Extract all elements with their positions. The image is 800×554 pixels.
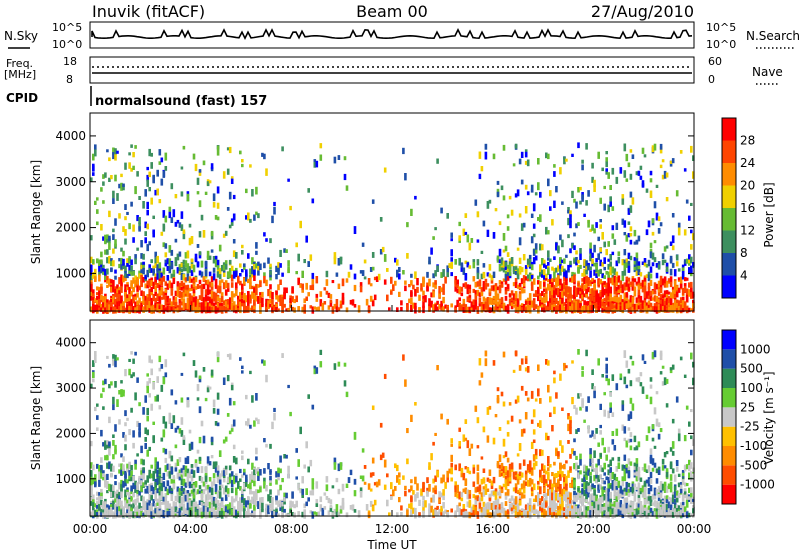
power-colorbar-tick-4: 20 xyxy=(740,179,755,193)
power-colorbar-tick-5: 24 xyxy=(740,156,755,170)
velocity-colorbar-tick-0: 1000 xyxy=(740,342,771,356)
power-colorbar: 4 8 12 16 20 24 28 xyxy=(721,117,755,299)
velocity-colorbar-tick-6: -500 xyxy=(740,458,767,472)
velocity-y-tick-label-2: 3000 xyxy=(55,381,86,395)
beam-title: Beam 00 xyxy=(356,2,428,21)
velocity-colorbar-frame xyxy=(721,329,737,505)
velocity-colorbar-segment-5 xyxy=(722,388,736,408)
velocity-colorbar-tick-2: 100 xyxy=(740,381,763,395)
x-tick-label-2: 08:00 xyxy=(274,522,309,536)
nsky-line xyxy=(91,27,693,41)
x-tick-label-1: 04:00 xyxy=(173,522,208,536)
power-ylabel: Slant Range [km] xyxy=(29,160,43,264)
power-colorbar-segment-1 xyxy=(722,253,736,276)
velocity-y-tick-label-0: 1000 xyxy=(55,472,86,486)
x-tick-label-3: 12:00 xyxy=(375,522,410,536)
x-tick-label-4: 16:00 xyxy=(475,522,510,536)
power-colorbar-tick-1: 8 xyxy=(740,246,748,260)
freq-label: Freq. xyxy=(6,57,33,70)
power-colorbar-frame xyxy=(721,117,737,299)
velocity-colorbar-segment-8 xyxy=(722,330,736,350)
power-y-tick-label-1: 2000 xyxy=(55,221,86,235)
velocity-colorbar-segment-6 xyxy=(722,368,736,388)
power-colorbar-segment-5 xyxy=(722,163,736,186)
nave-tick-top: 60 xyxy=(708,55,722,68)
velocity-colorbar-tick-5: -100 xyxy=(740,439,767,453)
cpid-value: normalsound (fast) 157 xyxy=(95,94,267,109)
time-x-ticks: 00:00 04:00 08:00 12:00 16:00 20:00 00:00 xyxy=(73,305,712,536)
nsearch-label: N.Search xyxy=(746,29,800,43)
power-colorbar-segment-3 xyxy=(722,208,736,231)
velocity-y-tick-label-1: 2000 xyxy=(55,426,86,440)
nsky-trace xyxy=(91,27,693,41)
power-colorbar-tick-3: 16 xyxy=(740,201,755,215)
power-colorbar-segment-0 xyxy=(722,275,736,298)
power-y-ticks: 1000 2000 3000 4000 xyxy=(55,129,694,280)
x-tick-label-6: 00:00 xyxy=(677,522,712,536)
velocity-colorbar-tick-3: 25 xyxy=(740,400,755,414)
velocity-colorbar-segment-3 xyxy=(722,426,736,446)
velocity-colorbar-segment-1 xyxy=(722,465,736,485)
nave-label: Nave xyxy=(752,65,783,79)
velocity-colorbar-segment-0 xyxy=(722,484,736,504)
nsky-label: N.Sky xyxy=(4,29,38,43)
velocity-colorbar-segment-2 xyxy=(722,446,736,466)
velocity-colorbar-label: Velocity [m s⁻¹] xyxy=(762,371,776,464)
freq-tick-top: 18 xyxy=(63,55,77,68)
power-colorbar-segment-7 xyxy=(722,118,736,141)
velocity-ylabel: Slant Range [km] xyxy=(29,366,43,470)
velocity-colorbar-segment-7 xyxy=(722,349,736,369)
power-colorbar-segment-4 xyxy=(722,185,736,208)
velocity-colorbar-tick-1: 500 xyxy=(740,362,763,376)
station-title: Inuvik (fitACF) xyxy=(92,2,205,21)
freq-tick-bottom: 8 xyxy=(66,73,73,86)
velocity-colorbar-tick-4: -25 xyxy=(740,420,760,434)
nsky-tick-top: 10^5 xyxy=(52,21,82,34)
nave-tick-bottom: 0 xyxy=(708,73,715,86)
velocity-colorbar-segment-4 xyxy=(722,407,736,427)
nsearch-tick-bottom: 10^0 xyxy=(706,38,736,51)
x-axis-label: Time UT xyxy=(366,538,417,552)
date-title: 27/Aug/2010 xyxy=(591,2,694,21)
power-colorbar-tick-2: 12 xyxy=(740,224,755,238)
cpid-label: CPID xyxy=(6,91,38,105)
power-colorbar-tick-0: 4 xyxy=(740,269,748,283)
nsky-panel xyxy=(89,21,695,49)
power-heatmap-cells xyxy=(90,142,695,314)
velocity-colorbar: 1000 500 100 25 -25 -100 -500 -1000 xyxy=(721,329,775,505)
power-colorbar-segment-2 xyxy=(722,230,736,253)
velocity-y-tick-label-3: 4000 xyxy=(55,336,86,350)
x-tick-label-0: 00:00 xyxy=(73,522,108,536)
nsearch-tick-top: 10^5 xyxy=(706,21,736,34)
freq-unit: [MHz] xyxy=(4,68,36,81)
freq-panel xyxy=(89,56,695,84)
nsky-tick-bottom: 10^0 xyxy=(52,38,82,51)
velocity-heatmap-cells xyxy=(90,349,695,519)
power-colorbar-label: Power [dB] xyxy=(762,182,776,247)
power-y-tick-label-0: 1000 xyxy=(55,266,86,280)
x-tick-label-5: 20:00 xyxy=(576,522,611,536)
power-y-tick-label-2: 3000 xyxy=(55,175,86,189)
power-colorbar-segment-6 xyxy=(722,140,736,163)
power-colorbar-tick-6: 28 xyxy=(740,134,755,148)
velocity-colorbar-tick-7: -1000 xyxy=(740,478,775,492)
velocity-y-ticks: 1000 2000 3000 4000 xyxy=(55,336,694,486)
power-y-tick-label-3: 4000 xyxy=(55,129,86,143)
